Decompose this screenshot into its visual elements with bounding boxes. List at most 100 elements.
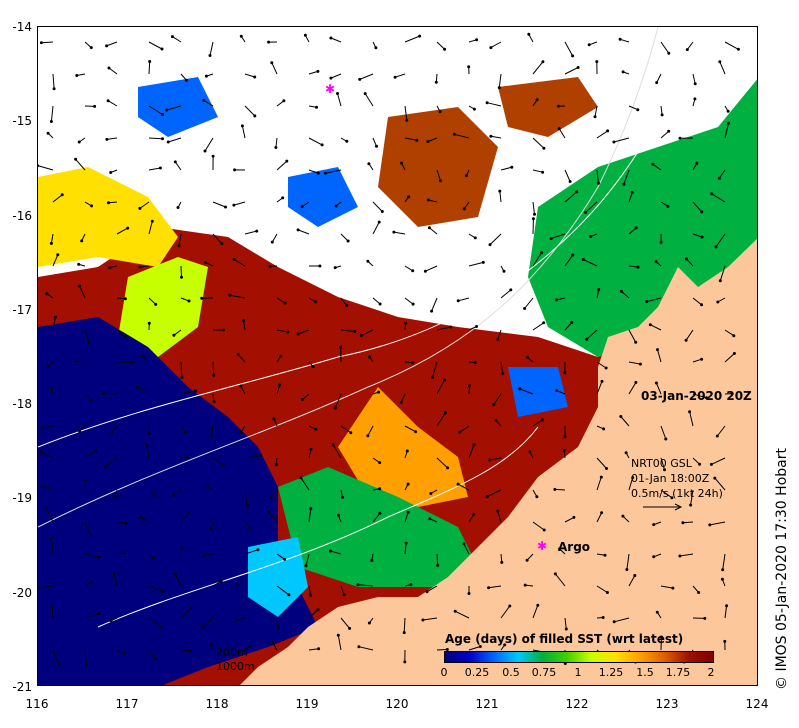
current-vector-head [510,165,514,169]
current-vector [308,137,323,146]
current-vector-head [445,648,449,651]
current-vector [583,259,598,267]
current-vector-head [625,568,629,571]
current-vector-head [303,33,307,37]
current-vector-head [278,383,282,387]
current-vector-head [718,60,722,64]
current-vector [244,455,261,459]
current-vector-head [666,204,670,208]
current-vector-head [249,527,253,531]
current-vector-head [481,260,485,264]
current-vector-head [717,176,721,180]
current-vector-head [315,105,318,109]
current-vector-head [725,604,729,608]
current-vector-head [187,511,191,515]
current-vector-head [173,572,177,576]
current-vector [276,329,288,333]
current-vector-head [165,108,169,112]
current-vector-head [689,503,693,507]
current-vector-head [180,275,183,279]
current-vector [692,297,702,306]
current-vector-head [716,300,720,304]
colorbar-tick: 1 [574,666,582,679]
current-vector [404,265,413,272]
current-vector [139,201,150,209]
current-vector [685,329,694,341]
current-vector [596,130,608,139]
current-vector-head [60,193,64,197]
current-vector [212,201,226,208]
current-vector-head [374,46,378,50]
current-vector-head [681,521,685,525]
current-vector-head [399,400,403,404]
current-vector [107,100,118,107]
current-vector-head [353,330,357,333]
current-vector-head [124,522,128,525]
current-vector-head [568,180,572,183]
current-vector [619,38,630,43]
current-vector-head [533,212,536,216]
current-vector-head [633,574,637,577]
current-vector [628,227,637,235]
current-vector-head [634,226,638,230]
current-vector-head [645,300,649,304]
current-vector-head [282,99,286,103]
current-vector-head [404,321,408,325]
current-vector-head [732,352,736,355]
current-vector [203,99,214,107]
current-vector-head [122,652,126,656]
current-vector-head [346,239,350,243]
current-vector [596,361,607,369]
current-vector-head [363,92,367,96]
current-vector [719,61,726,75]
current-vector-head [664,437,668,441]
current-vector-head [296,228,300,232]
colorbar-tick: 1.75 [665,666,691,679]
current-vector [468,444,475,459]
current-vector-head [584,210,588,214]
current-vector [652,163,662,171]
current-vector-head [88,532,92,536]
x-tick-label: 116 [25,697,49,711]
current-vector [148,585,163,592]
current-vector-head [222,328,225,332]
current-vector-head [468,384,471,388]
current-vector [724,41,739,50]
current-vector-head [423,269,427,273]
current-vector [692,358,702,363]
brown-patch-2 [498,77,598,137]
current-vector [497,329,502,340]
current-vector [614,617,630,623]
current-vector-head [685,48,689,52]
current-vector-head [50,605,54,609]
colorbar-tick: 0.75 [531,666,557,679]
current-vector [116,329,126,337]
depth-legend-1000m: 1000m [216,660,255,673]
current-vector [148,137,163,140]
current-vector-head [176,206,180,209]
current-vector-head [489,46,493,50]
current-vector [686,258,694,267]
current-vector-head [630,190,634,194]
current-vector [84,393,92,402]
current-vector [297,229,310,235]
current-vector [656,73,662,83]
current-vector [337,635,342,651]
current-vector-head [101,392,105,396]
current-vector [487,489,502,497]
current-vector-head [553,572,557,576]
current-vector-head [703,616,707,620]
current-vector-head [527,32,531,36]
current-vector-head [523,307,527,310]
current-vector-head [488,243,492,247]
x-tick-label: 117 [115,697,139,711]
current-vector [628,575,636,587]
current-vector [276,160,288,171]
current-vector [429,227,438,235]
current-vector [714,477,726,491]
current-vector [716,425,726,437]
y-tick-label: -16 [12,209,32,223]
y-tick-label: -17 [12,303,32,317]
current-vector-head [259,454,263,458]
current-vector-head [201,625,205,629]
